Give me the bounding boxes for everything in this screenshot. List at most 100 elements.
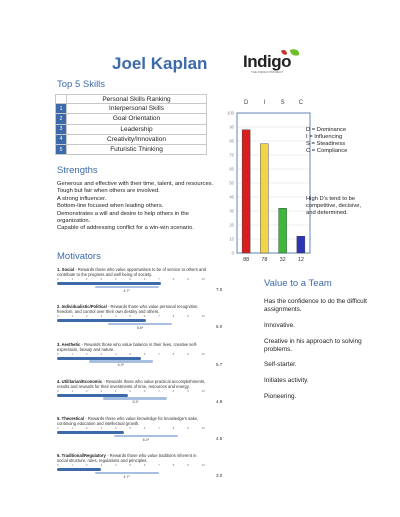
skill-row: 4 Creativity/Innovation	[55, 134, 207, 145]
y-tick-label: 0	[232, 251, 235, 256]
disc-value-label: 88	[243, 257, 249, 263]
motivator-average-label: 4.7*	[123, 474, 130, 479]
strengths-title: Strengths	[57, 165, 98, 176]
scale-tick: 1	[71, 351, 74, 356]
scale-tick: 10	[201, 463, 205, 468]
motivator-average-bar	[113, 434, 178, 438]
y-tick-label: 10	[229, 237, 234, 242]
scale-tick: 9	[187, 277, 189, 281]
scale-tick: 10	[201, 314, 205, 319]
scale-tick: 6	[143, 314, 146, 319]
scale-tick: 2	[85, 277, 88, 281]
motivator-score-bar	[57, 431, 124, 435]
motivator-average-bar	[88, 360, 153, 363]
scale-tick: 7	[158, 277, 160, 281]
motivator-average-bar	[94, 285, 159, 288]
scale-tick: 10	[201, 426, 205, 431]
motivator-description: 3. Aesthetic - Rewards those who value b…	[57, 342, 207, 352]
scale-tick: 7	[158, 351, 160, 356]
motivator-item: 5. Theoretical - Rewards those who value…	[57, 416, 227, 450]
motivator-text: - Rewards those who value personal recog…	[57, 304, 199, 315]
motivator-scale: 0 1 2 3 4 5 6 7 8 9 10	[57, 426, 205, 430]
motivator-scale: 0 1 2 3 4 5 6 7 8 9 10	[57, 389, 205, 393]
motivator-average-bar	[107, 322, 172, 326]
scale-tick: 1	[71, 314, 74, 319]
scale-tick: 5	[129, 277, 131, 281]
scale-tick: 5	[129, 426, 131, 431]
scale-tick: 2	[85, 463, 88, 468]
scale-tick: 8	[172, 388, 175, 393]
disc-bar-i	[260, 143, 269, 254]
disc-legend: D = Dominance I = Influencing S = Steadi…	[306, 127, 347, 155]
top-skills-title: Top 5 Skills	[57, 79, 106, 90]
motivator-description: 2. Individualistic/Political - Rewards t…	[57, 304, 207, 314]
skill-rank: 3	[56, 124, 66, 134]
disc-bar-c	[296, 235, 306, 254]
motivator-name: 1. Social	[57, 267, 74, 272]
value-to-team-list: Has the confidence to do the difficult a…	[264, 298, 384, 409]
value-item: Innovative.	[264, 321, 295, 329]
skills-table: Personal Skills Ranking 1 Interpersonal …	[55, 94, 207, 156]
motivator-description: 6. Traditional/Regulatory - Rewards thos…	[57, 453, 207, 463]
scale-tick: 1	[71, 277, 74, 281]
scale-tick: 4	[114, 351, 117, 356]
motivator-name: 3. Aesthetic	[57, 341, 81, 347]
scale-tick: 0	[57, 314, 59, 319]
motivator-name: 2. Individualistic/Political	[57, 304, 107, 310]
person-name: Joel Kaplan	[112, 54, 208, 73]
skill-label: Futuristic Thinking	[66, 144, 206, 155]
disc-letter-label: D	[244, 100, 249, 106]
y-tick-label: 80	[229, 139, 234, 144]
motivator-scale: 0 1 2 3 4 5 6 7 8 9 10	[57, 277, 205, 281]
motivator-scale: 0 1 2 3 4 5 6 7 8 9 10	[57, 463, 205, 467]
scale-tick: 0	[57, 463, 59, 468]
logo-text: Indigo	[243, 52, 291, 71]
motivator-item: 2. Individualistic/Political - Rewards t…	[57, 304, 227, 338]
value-item: Has the confidence to do the difficult a…	[264, 298, 367, 313]
skill-label: Leadership	[66, 124, 206, 134]
scale-tick: 3	[100, 388, 103, 393]
disc-note: High D's tend to be competitive, decisiv…	[306, 196, 362, 216]
disc-legend-item: C = Compliance	[306, 148, 348, 154]
skill-row: 3 Leadership	[55, 124, 207, 135]
motivator-score-bar	[57, 393, 129, 397]
y-tick-label: 20	[229, 223, 234, 228]
motivator-score-bar	[57, 468, 102, 472]
disc-value-label: 32	[280, 257, 286, 263]
strength-item: Demonstrates a will and desire to help o…	[57, 210, 189, 225]
motivator-average-label: 5.3*	[132, 400, 139, 405]
skill-rank: 4	[56, 134, 66, 144]
disc-legend-item: I = Influencing	[306, 134, 343, 140]
disc-letter-label: I	[264, 100, 266, 106]
motivator-item: 3. Aesthetic - Rewards those who value b…	[57, 342, 227, 376]
motivator-item: 1. Social - Rewards those who value oppo…	[57, 267, 227, 301]
motivator-scale: 0 1 2 3 4 5 6 7 8 9 10	[57, 352, 205, 356]
strengths-list: Generous and effective with their time, …	[57, 181, 222, 233]
logo-tagline: THE INDIGO PROJECT	[251, 70, 284, 74]
scale-tick: 5	[129, 314, 131, 319]
y-tick-label: 60	[229, 167, 234, 172]
motivator-average-label: 5.6*	[136, 325, 144, 330]
value-item: Creative in his approach to solving prob…	[264, 337, 362, 353]
scale-tick: 3	[100, 351, 103, 356]
scale-tick: 4	[114, 388, 117, 393]
y-tick-label: 90	[229, 125, 234, 130]
scale-tick: 7	[158, 388, 160, 393]
scale-tick: 2	[85, 351, 88, 356]
scale-tick: 3	[100, 314, 103, 319]
motivator-text: - Rewards those who value practical acco…	[57, 378, 206, 389]
strength-item: Bottom-line focused when leading others.	[57, 203, 164, 210]
scale-tick: 6	[143, 463, 146, 468]
leaf-icon	[281, 49, 300, 56]
scale-tick: 7	[158, 426, 160, 431]
motivator-description: 1. Social - Rewards those who value oppo…	[57, 267, 207, 277]
disc-bar-d	[241, 129, 251, 254]
skill-row: 5 Futuristic Thinking	[55, 144, 207, 156]
motivator-score: 4.5	[216, 436, 223, 442]
skill-rank: 1	[56, 104, 66, 114]
scale-tick: 4	[114, 314, 117, 319]
disc-letter-label: C	[299, 100, 304, 106]
scale-tick: 9	[187, 426, 189, 431]
motivator-average-label: 4.3*	[117, 363, 125, 368]
scale-tick: 9	[187, 388, 189, 393]
